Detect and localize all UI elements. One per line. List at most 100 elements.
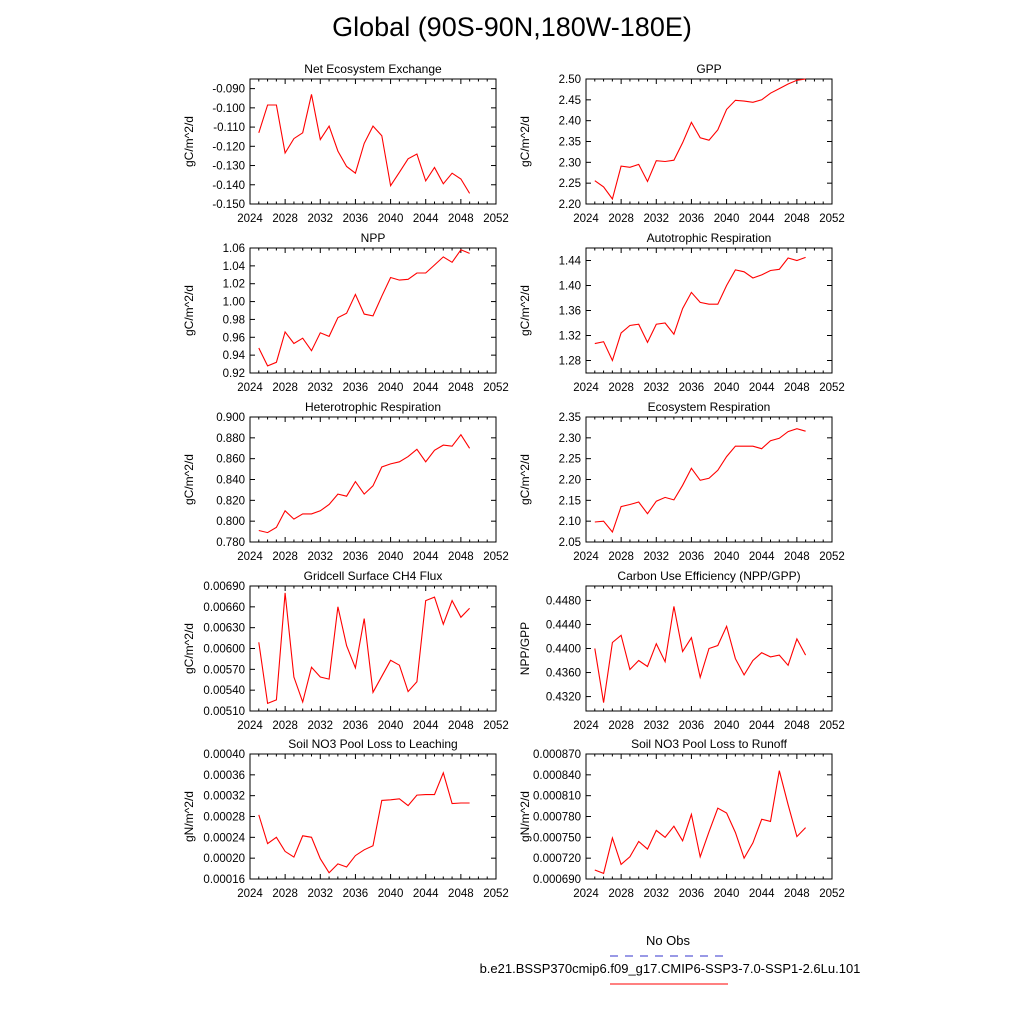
y-tick-label: -0.100 (212, 103, 245, 115)
x-tick-label: 2048 (784, 551, 810, 563)
x-tick-label: 2032 (307, 213, 333, 225)
x-tick-label: 2024 (573, 720, 599, 732)
y-tick-label: 0.00036 (203, 770, 245, 782)
y-tick-label: 2.10 (559, 516, 581, 528)
series-line (258, 433, 471, 534)
y-tick-label: -0.140 (212, 180, 245, 192)
chart-title: Net Ecosystem Exchange (304, 62, 442, 76)
x-tick-label: 2048 (448, 213, 474, 225)
y-tick-label: 2.25 (559, 178, 581, 190)
x-tick-label: 2044 (413, 382, 439, 394)
x-tick-label: 2052 (483, 551, 509, 563)
y-tick-label: 0.4320 (546, 692, 581, 704)
plot-frame (249, 78, 497, 205)
x-tick-label: 2048 (784, 382, 810, 394)
y-tick-label: -0.130 (212, 161, 245, 173)
series-line (258, 771, 470, 874)
chart-panel-3: NPP 2024 2028 2032 2036 2040 2044 2048 2052 1.06 1… (182, 231, 509, 394)
x-tick-label: 2048 (784, 888, 810, 900)
x-tick-label: 2036 (343, 551, 369, 563)
y-tick-label: 0.900 (216, 412, 245, 424)
y-tick-label: 1.44 (559, 256, 582, 268)
y-tick-label: 2.40 (559, 116, 581, 128)
y-tick-label: -0.120 (212, 141, 245, 153)
y-axis-label: gC/m^2/d (518, 116, 532, 167)
plot-frame (249, 753, 497, 880)
chart-panel-1: Net Ecosystem Exchange 2024 2028 2032 2036 20… (182, 62, 509, 225)
y-tick-label: -0.110 (213, 122, 245, 134)
series-line (258, 592, 470, 705)
y-tick-label: 2.20 (559, 475, 581, 487)
y-tick-label: 0.000690 (533, 874, 581, 886)
chart-title: NPP (361, 231, 386, 245)
x-tick-label: 2048 (784, 213, 810, 225)
x-tick-label: 2040 (378, 551, 404, 563)
x-tick-label: 2052 (819, 213, 845, 225)
x-tick-label: 2036 (679, 551, 705, 563)
y-tick-label: 0.00016 (203, 874, 245, 886)
plot-frame (585, 247, 833, 374)
x-tick-label: 2044 (413, 213, 439, 225)
y-tick-label: 2.50 (559, 74, 581, 86)
y-tick-label: 0.92 (223, 368, 245, 380)
y-tick-label: 1.04 (223, 261, 246, 273)
series-line (258, 249, 470, 367)
x-tick-label: 2048 (448, 551, 474, 563)
chart-title: GPP (696, 62, 721, 76)
x-tick-label: 2040 (378, 720, 404, 732)
y-tick-label: 1.00 (223, 297, 245, 309)
x-tick-label: 2048 (784, 720, 810, 732)
x-tick-label: 2036 (679, 382, 705, 394)
x-tick-label: 2024 (237, 551, 263, 563)
chart-panel-8: Carbon Use Efficiency (NPP/GPP) 2024 2028 2… (518, 569, 845, 732)
x-tick-label: 2024 (237, 382, 263, 394)
x-tick-label: 2024 (573, 213, 599, 225)
y-tick-label: 0.860 (216, 454, 245, 466)
x-tick-label: 2036 (679, 720, 705, 732)
x-tick-label: 2052 (819, 382, 845, 394)
x-tick-label: 2048 (448, 720, 474, 732)
x-tick-label: 2028 (272, 720, 298, 732)
x-tick-label: 2036 (343, 382, 369, 394)
y-tick-label: 0.00032 (203, 791, 245, 803)
y-tick-label: 0.00020 (203, 853, 245, 865)
plot-frame (585, 78, 833, 205)
chart-title: Autotrophic Respiration (647, 231, 772, 245)
chart-panel-5: Heterotrophic Respiration 2024 2028 2032 203… (182, 400, 509, 563)
chart-title: Heterotrophic Respiration (305, 400, 441, 414)
y-tick-label: 0.96 (223, 332, 245, 344)
x-tick-label: 2040 (378, 888, 404, 900)
y-tick-label: 1.06 (223, 243, 245, 255)
x-tick-label: 2040 (714, 551, 740, 563)
x-tick-label: 2044 (413, 888, 439, 900)
plot-frame (585, 753, 833, 880)
x-tick-label: 2032 (643, 213, 669, 225)
y-axis-label: gC/m^2/d (182, 285, 196, 336)
x-tick-label: 2028 (608, 720, 634, 732)
x-tick-label: 2024 (237, 888, 263, 900)
y-tick-label: 0.000810 (533, 791, 581, 803)
x-tick-label: 2024 (573, 888, 599, 900)
plot-frame (249, 247, 497, 374)
chart-title: Ecosystem Respiration (648, 400, 771, 414)
y-tick-label: 1.28 (559, 356, 581, 368)
x-tick-label: 2052 (819, 720, 845, 732)
x-tick-label: 2052 (483, 382, 509, 394)
y-tick-label: 2.25 (559, 454, 581, 466)
series-line (594, 428, 806, 534)
y-tick-label: 0.4400 (546, 644, 581, 656)
y-tick-label: 0.00600 (203, 644, 245, 656)
y-tick-label: 1.36 (559, 306, 581, 318)
x-tick-label: 2032 (643, 888, 669, 900)
x-tick-label: 2036 (343, 213, 369, 225)
y-tick-label: 0.00630 (203, 623, 245, 635)
x-tick-label: 2024 (237, 720, 263, 732)
chart-panel-2: GPP 2024 2028 2032 2036 2040 2044 2048 2052 2.50 2… (518, 62, 845, 225)
x-tick-label: 2032 (307, 888, 333, 900)
y-tick-label: -0.150 (212, 199, 245, 211)
chart-title: Soil NO3 Pool Loss to Runoff (631, 737, 788, 751)
y-tick-label: 0.820 (216, 495, 245, 507)
x-tick-label: 2032 (307, 382, 333, 394)
y-tick-label: 0.4360 (546, 668, 581, 680)
y-tick-label: 0.840 (216, 475, 245, 487)
